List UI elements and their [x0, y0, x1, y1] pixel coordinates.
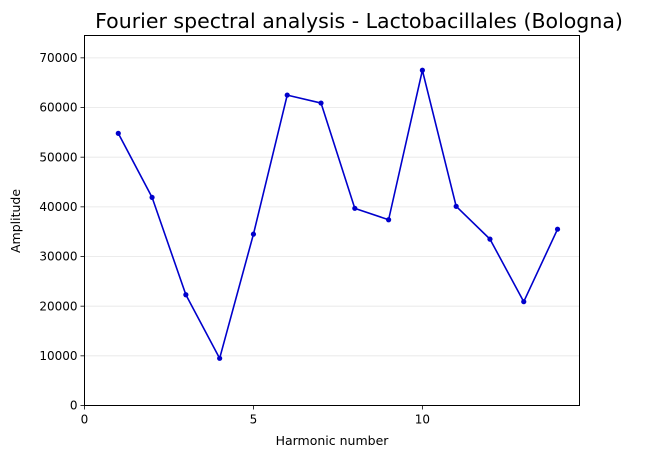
data-point: [419, 67, 425, 73]
data-point: [183, 292, 189, 298]
series-line: [117, 69, 559, 360]
y-tick-label: 70000: [39, 51, 77, 65]
data-point: [284, 92, 290, 98]
chart-title: Fourier spectral analysis - Lactobacilla…: [95, 9, 623, 33]
y-tick-label: 40000: [39, 200, 77, 214]
plot-area: [115, 67, 561, 361]
x-tick-label: 0: [81, 413, 89, 427]
data-point: [149, 194, 155, 201]
data-point: [521, 299, 527, 305]
y-tick-label: 10000: [39, 349, 77, 363]
y-axis: 0 10000 20000 30000 40000 50000 60000 70000: [39, 51, 85, 413]
data-point: [453, 203, 459, 209]
data-point: [487, 236, 493, 242]
data-point: [385, 217, 392, 223]
y-tick-label: 20000: [39, 299, 77, 313]
y-tick-label: 30000: [39, 250, 77, 264]
y-tick-label: 50000: [39, 150, 77, 164]
data-point: [352, 205, 358, 211]
data-point: [554, 226, 561, 232]
y-tick-label: 60000: [39, 101, 77, 115]
x-tick-label: 5: [250, 413, 258, 427]
x-tick-label: 10: [415, 413, 430, 427]
data-point: [217, 355, 223, 361]
plot-frame: [84, 35, 580, 406]
y-axis-label: Amplitude: [8, 189, 23, 253]
x-axis-label: Harmonic number: [276, 433, 390, 448]
data-point: [250, 231, 257, 237]
y-tick-label: 0: [70, 399, 78, 413]
data-point: [115, 130, 121, 136]
data-point: [318, 100, 324, 106]
x-axis: 0 5 10: [81, 405, 430, 427]
grid-lines: [84, 57, 580, 357]
